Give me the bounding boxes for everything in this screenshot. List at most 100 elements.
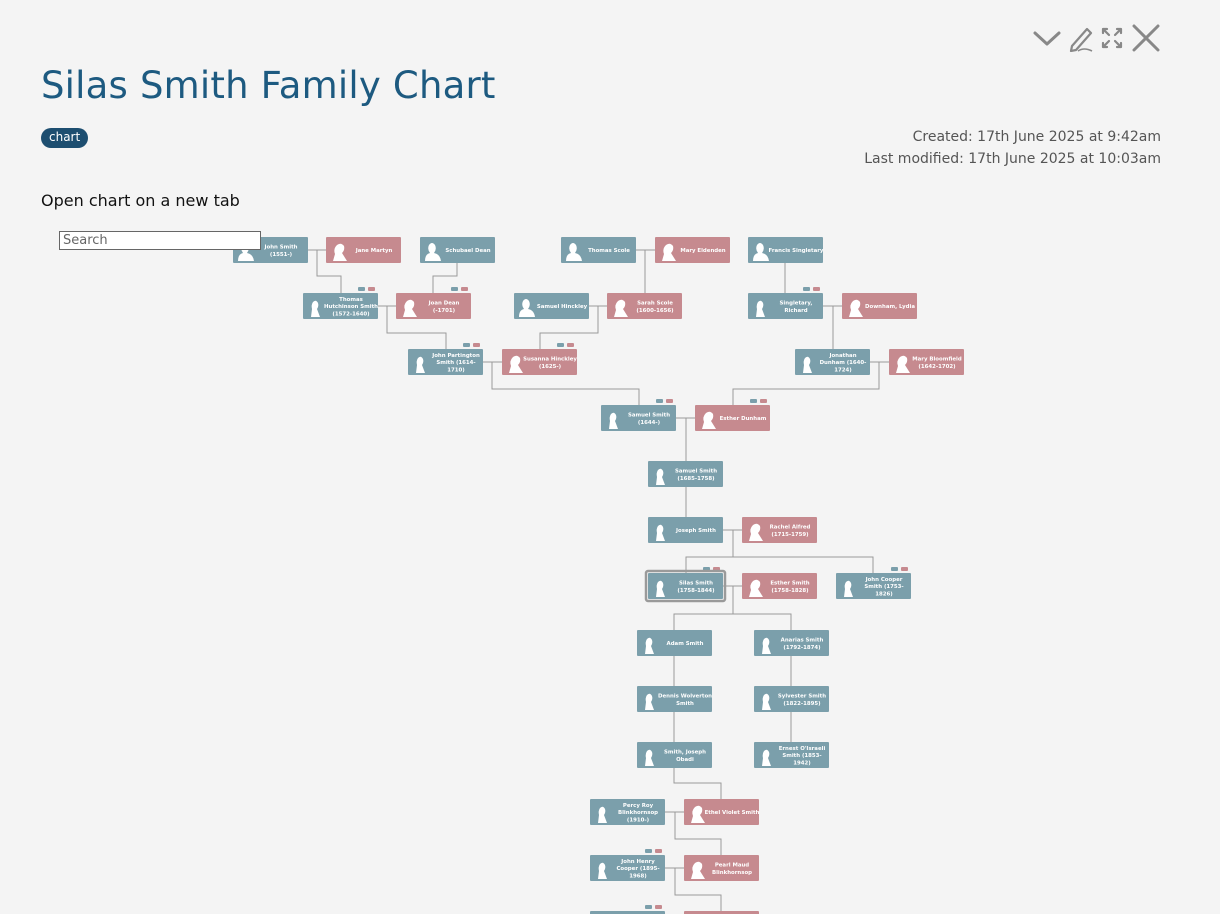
toggle-ancestors-indicator[interactable] (803, 287, 810, 291)
card-background (795, 349, 870, 375)
person-name-label: Samuel Smith (675, 469, 717, 475)
toggle-ancestors-indicator[interactable] (655, 849, 662, 853)
female-avatar-icon (691, 805, 705, 823)
person-name-label: Downham, Lydia (865, 304, 915, 310)
person-card[interactable]: Singletary,Richard (748, 287, 823, 319)
male-avatar-icon (598, 806, 607, 823)
card-background (742, 517, 817, 543)
toggle-ancestors-indicator[interactable] (368, 287, 375, 291)
tree-connector (733, 613, 792, 630)
toggle-ancestors-indicator[interactable] (655, 905, 662, 909)
toggle-ancestors-indicator[interactable] (358, 287, 365, 291)
toggle-ancestors-indicator[interactable] (901, 567, 908, 571)
female-avatar-icon (749, 579, 763, 597)
person-name-label: Anarias Smith (781, 638, 824, 644)
person-name-label: Smith (1614- (436, 360, 475, 366)
person-name-label: Dennis Wolverton (658, 694, 712, 700)
card-background (303, 293, 378, 319)
card-background (684, 911, 759, 914)
male-avatar-icon (425, 243, 441, 261)
male-avatar-icon (656, 524, 665, 541)
male-avatar-icon (598, 862, 607, 879)
toggle-ancestors-indicator[interactable] (463, 343, 470, 347)
male-avatar-icon (803, 356, 812, 373)
person-card[interactable]: Esther Dunham (695, 399, 770, 431)
male-avatar-icon (645, 693, 654, 710)
person-card[interactable]: Sylvester Smith(1822-1895) (754, 686, 829, 712)
toggle-ancestors-indicator[interactable] (760, 399, 767, 403)
person-name-label: Adam Smith (667, 641, 704, 647)
tree-connector (673, 586, 734, 630)
person-card[interactable]: Jane Martyn (326, 237, 401, 263)
person-name-label: John Smith (263, 245, 297, 251)
toggle-ancestors-indicator[interactable] (473, 343, 480, 347)
open-chart-link[interactable]: Open chart on a new tab (41, 191, 240, 210)
card-background (590, 911, 665, 914)
person-card[interactable]: Samuel Smith(1644-) (601, 399, 676, 431)
toggle-ancestors-indicator[interactable] (750, 399, 757, 403)
person-name-label: (-1701) (433, 308, 455, 314)
person-card[interactable]: Anarias Smith(1792-1874) (754, 630, 829, 656)
person-card[interactable]: Adam Smith (637, 630, 712, 656)
person-name-label: Rachel Alfred (770, 525, 811, 531)
card-background (748, 293, 823, 319)
person-card[interactable]: Samuel Smith(1685-1758) (648, 461, 723, 487)
person-card[interactable] (590, 905, 665, 914)
person-card[interactable] (684, 911, 759, 914)
female-avatar-icon (614, 299, 628, 317)
person-card[interactable]: Downham, Lydia (842, 293, 917, 319)
toggle-ancestors-indicator[interactable] (813, 287, 820, 291)
toggle-ancestors-indicator[interactable] (656, 399, 663, 403)
person-name-label: Cooper (1895- (616, 866, 659, 872)
person-name-label: (1758-1844) (677, 588, 714, 594)
chevron-down-icon[interactable] (1032, 28, 1062, 52)
toggle-ancestors-indicator[interactable] (567, 343, 574, 347)
person-card[interactable]: Schubael Dean (420, 237, 495, 263)
card-background (754, 742, 829, 768)
person-card-focused[interactable]: Silas Smith(1758-1844) (644, 567, 727, 603)
tree-connector (685, 530, 734, 573)
toggle-ancestors-indicator[interactable] (891, 567, 898, 571)
toggle-ancestors-indicator[interactable] (666, 399, 673, 403)
toggle-ancestors-indicator[interactable] (557, 343, 564, 347)
toggle-ancestors-indicator[interactable] (451, 287, 458, 291)
person-card[interactable]: Francis Singletary (748, 237, 824, 263)
close-icon[interactable] (1130, 22, 1162, 58)
person-card[interactable]: Rachel Alfred(1715-1759) (742, 517, 817, 543)
person-card[interactable]: Joseph Smith (648, 517, 723, 543)
person-card[interactable]: Joan Dean(-1701) (396, 287, 471, 319)
male-avatar-icon (645, 637, 654, 654)
card-background (637, 630, 712, 656)
toggle-ancestors-indicator[interactable] (645, 849, 652, 853)
person-card[interactable]: Mary Eldenden (655, 237, 730, 263)
male-avatar-icon (656, 468, 665, 485)
toggle-ancestors-indicator[interactable] (461, 287, 468, 291)
fullscreen-icon[interactable] (1100, 26, 1124, 54)
person-card[interactable]: Sarah Scole(1600-1656) (607, 293, 682, 319)
female-avatar-icon (403, 299, 417, 317)
person-name-label: Sylvester Smith (778, 694, 826, 700)
person-card[interactable]: Ethel Violet Smith (684, 799, 760, 825)
person-card[interactable]: Susanna Hinckley(1625-) (502, 343, 577, 375)
person-card[interactable]: Mary Bloomfield(1642-1702) (889, 349, 964, 375)
toggle-ancestors-indicator[interactable] (645, 905, 652, 909)
search-input[interactable] (59, 231, 261, 250)
card-background (648, 461, 723, 487)
tag-badge[interactable]: chart (41, 128, 89, 148)
person-card[interactable]: Thomas Scole (561, 237, 636, 263)
pencil-icon[interactable] (1068, 24, 1094, 56)
tree-connector (386, 306, 447, 349)
person-card[interactable]: Esther Smith(1758-1828) (742, 573, 817, 599)
person-card[interactable]: Samuel Hinckley (514, 293, 589, 319)
